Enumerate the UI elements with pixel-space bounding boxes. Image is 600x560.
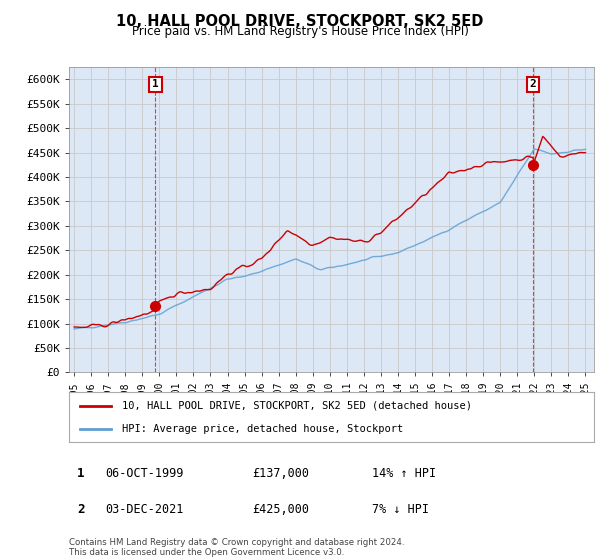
Text: 1: 1: [152, 80, 159, 89]
Text: Price paid vs. HM Land Registry's House Price Index (HPI): Price paid vs. HM Land Registry's House …: [131, 25, 469, 38]
Text: 1: 1: [77, 466, 85, 480]
Text: 10, HALL POOL DRIVE, STOCKPORT, SK2 5ED (detached house): 10, HALL POOL DRIVE, STOCKPORT, SK2 5ED …: [121, 400, 472, 410]
Text: 06-OCT-1999: 06-OCT-1999: [105, 466, 184, 480]
Text: 10, HALL POOL DRIVE, STOCKPORT, SK2 5ED: 10, HALL POOL DRIVE, STOCKPORT, SK2 5ED: [116, 14, 484, 29]
Text: 2: 2: [77, 503, 85, 516]
Text: Contains HM Land Registry data © Crown copyright and database right 2024.
This d: Contains HM Land Registry data © Crown c…: [69, 538, 404, 557]
Text: £137,000: £137,000: [252, 466, 309, 480]
Text: £425,000: £425,000: [252, 503, 309, 516]
Text: HPI: Average price, detached house, Stockport: HPI: Average price, detached house, Stoc…: [121, 424, 403, 434]
Text: 2: 2: [530, 80, 536, 89]
Text: 03-DEC-2021: 03-DEC-2021: [105, 503, 184, 516]
Text: 7% ↓ HPI: 7% ↓ HPI: [372, 503, 429, 516]
Text: 14% ↑ HPI: 14% ↑ HPI: [372, 466, 436, 480]
